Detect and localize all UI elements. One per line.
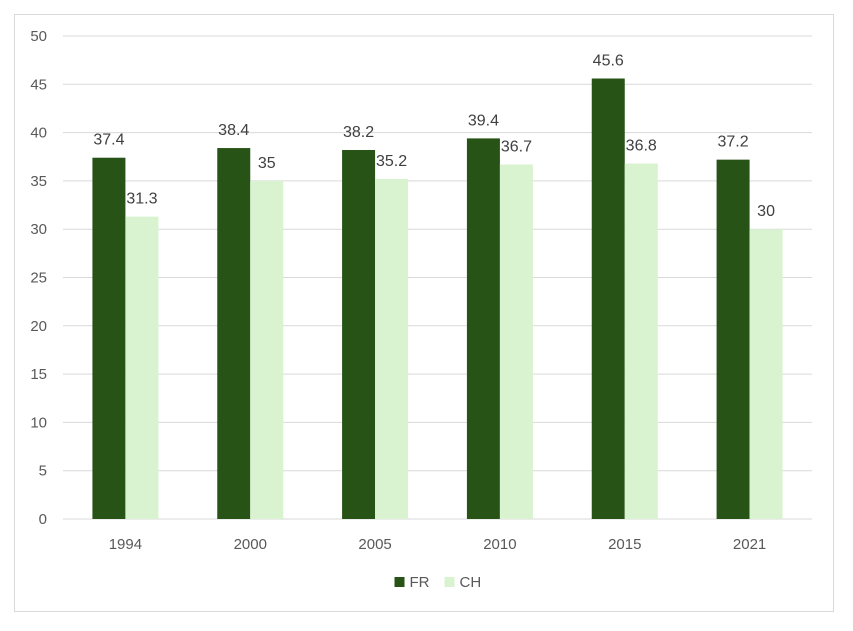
- data-label: 39.4: [468, 112, 499, 129]
- data-label: 37.2: [718, 134, 749, 151]
- data-label: 38.4: [218, 122, 249, 139]
- y-tick-label: 40: [30, 125, 47, 142]
- bar-ch-2005: [375, 178, 409, 519]
- data-label: 35: [258, 155, 276, 172]
- y-tick-label: 45: [30, 76, 47, 93]
- bar-fr-2021: [716, 159, 750, 519]
- bar-ch-2021: [749, 229, 783, 519]
- bar-fr-1994: [92, 157, 126, 519]
- x-tick-label: 2010: [483, 536, 516, 553]
- y-tick-label: 50: [30, 28, 47, 45]
- legend-label-fr: FR: [410, 574, 430, 591]
- y-tick-label: 35: [30, 173, 47, 190]
- data-label: 36.7: [501, 138, 532, 155]
- x-tick-label: 2021: [733, 536, 766, 553]
- data-label: 31.3: [126, 191, 157, 208]
- bar-ch-2015: [624, 163, 658, 519]
- data-label: 37.4: [93, 132, 124, 149]
- y-tick-label: 15: [30, 366, 47, 383]
- y-tick-label: 25: [30, 270, 47, 287]
- y-tick-label: 0: [39, 511, 47, 528]
- bar-ch-2010: [499, 164, 533, 519]
- x-tick-label: 2000: [234, 536, 267, 553]
- data-label: 45.6: [593, 53, 624, 70]
- bar-ch-1994: [125, 216, 159, 519]
- legend-swatch-fr: [394, 577, 405, 587]
- bar-fr-2005: [342, 149, 376, 519]
- data-label: 35.2: [376, 153, 407, 170]
- legend-label-ch: CH: [460, 574, 482, 591]
- bar-fr-2015: [591, 78, 625, 519]
- bar-fr-2010: [466, 138, 500, 519]
- x-tick-label: 2005: [358, 536, 391, 553]
- x-tick-label: 2015: [608, 536, 641, 553]
- data-label: 30: [757, 203, 775, 220]
- bar-fr-2000: [217, 148, 251, 519]
- y-tick-label: 30: [30, 221, 47, 238]
- bar-ch-2000: [250, 180, 284, 519]
- x-tick-label: 1994: [109, 536, 142, 553]
- data-label: 36.8: [626, 138, 657, 155]
- y-tick-label: 5: [39, 463, 47, 480]
- y-tick-label: 10: [30, 414, 47, 431]
- y-tick-label: 20: [30, 318, 47, 335]
- legend-swatch-ch: [444, 577, 455, 587]
- data-label: 38.2: [343, 124, 374, 141]
